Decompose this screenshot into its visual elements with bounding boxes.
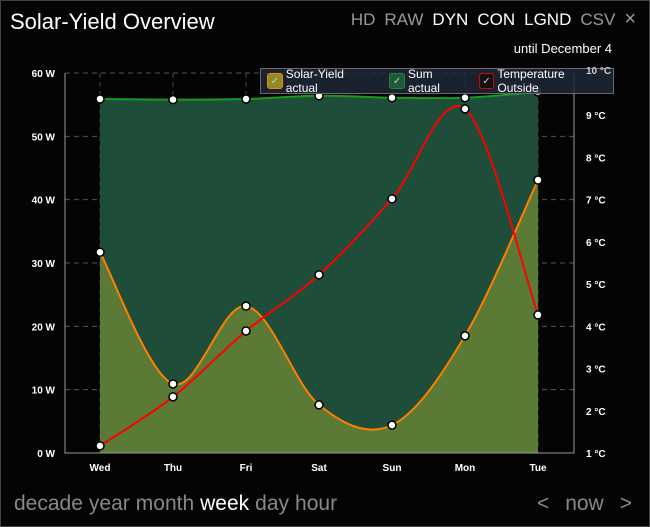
legend-item[interactable]: ✓ Solar-Yield actual — [267, 67, 377, 95]
period-week[interactable]: week — [200, 492, 250, 515]
x-tick-label: Sat — [311, 463, 327, 474]
data-point — [314, 400, 324, 410]
y-right-tick-label: 7 °C — [586, 196, 606, 207]
period-day[interactable]: day — [255, 492, 290, 515]
legend-item[interactable]: ✓ Sum actual — [389, 67, 466, 95]
toolbar-hd-button[interactable]: HD — [350, 10, 376, 29]
y-right-tick-label: 10 °C — [586, 66, 612, 77]
next-button[interactable]: > — [619, 492, 632, 515]
y-left-tick-label: 30 W — [32, 259, 56, 270]
period-month[interactable]: month — [135, 492, 195, 515]
time-navigation: < now > — [537, 492, 632, 516]
data-point — [387, 420, 397, 430]
y-left-tick-label: 0 W — [37, 449, 55, 460]
y-left-tick-label: 20 W — [32, 322, 56, 333]
data-point — [460, 331, 470, 341]
data-point — [460, 104, 470, 114]
y-right-tick-label: 5 °C — [586, 280, 606, 291]
data-point — [95, 441, 105, 451]
x-tick-label: Sun — [383, 463, 402, 474]
y-right-tick-label: 9 °C — [586, 111, 606, 122]
legend: ✓ Solar-Yield actual ✓ Sum actual ✓ Temperatu… — [260, 67, 614, 95]
x-tick-label: Thu — [164, 463, 182, 474]
data-point — [533, 310, 543, 320]
data-point — [314, 270, 324, 280]
x-tick-label: Wed — [90, 463, 111, 474]
toolbar-raw-button[interactable]: RAW — [384, 10, 424, 29]
temperature-line — [99, 105, 539, 447]
y-left-tick-label: 60 W — [32, 69, 56, 80]
y-left-tick-label: 50 W — [32, 132, 56, 143]
now-button[interactable]: now — [565, 492, 604, 515]
checkbox-icon[interactable]: ✓ — [267, 73, 283, 89]
data-point — [168, 94, 178, 105]
y-right-tick-label: 2 °C — [586, 407, 606, 418]
data-point — [241, 301, 251, 311]
date-range-label: until December 4 — [513, 41, 612, 56]
toolbar-csv-button[interactable]: CSV — [580, 10, 616, 29]
y-left-tick-label: 10 W — [32, 386, 56, 397]
period-year[interactable]: year — [88, 492, 130, 515]
x-tick-label: Tue — [529, 463, 546, 474]
period-selector: decade year month week day hour — [14, 492, 337, 516]
data-point — [168, 392, 178, 402]
y-right-tick-label: 6 °C — [586, 238, 606, 249]
toolbar: HD RAW DYN CON LGND CSV × — [350, 8, 636, 31]
data-point — [533, 175, 543, 185]
y-right-tick-label: 4 °C — [586, 322, 606, 333]
legend-item[interactable]: ✓ Temperature Outside — [478, 67, 607, 95]
solar-area — [100, 180, 538, 454]
x-tick-label: Mon — [455, 463, 476, 474]
toolbar-dyn-button[interactable]: DYN — [432, 10, 469, 29]
legend-label: Sum actual — [407, 67, 440, 95]
checkbox-icon[interactable]: ✓ — [478, 73, 495, 89]
prev-button[interactable]: < — [536, 492, 550, 515]
legend-label: Temperature Outside — [497, 67, 565, 95]
close-icon[interactable]: × — [624, 8, 636, 30]
y-right-tick-label: 3 °C — [586, 365, 606, 376]
checkbox-icon[interactable]: ✓ — [389, 73, 405, 89]
y-right-tick-label: 8 °C — [586, 153, 606, 164]
data-point — [95, 247, 105, 257]
toolbar-lgnd-button[interactable]: LGND — [524, 10, 572, 29]
toolbar-con-button[interactable]: CON — [477, 10, 516, 29]
period-hour[interactable]: hour — [295, 492, 338, 515]
data-point — [387, 194, 397, 204]
data-point — [241, 94, 251, 104]
dialog-title: Solar-Yield Overview — [10, 9, 215, 34]
data-point — [241, 326, 251, 336]
data-point — [95, 94, 105, 104]
x-tick-label: Fri — [240, 463, 253, 474]
legend-label: Solar-Yield actual — [285, 67, 344, 95]
y-right-tick-label: 1 °C — [586, 449, 606, 460]
data-point — [168, 379, 178, 389]
plot-border — [64, 73, 575, 454]
period-decade[interactable]: decade — [14, 492, 83, 515]
y-left-tick-label: 40 W — [32, 196, 56, 207]
